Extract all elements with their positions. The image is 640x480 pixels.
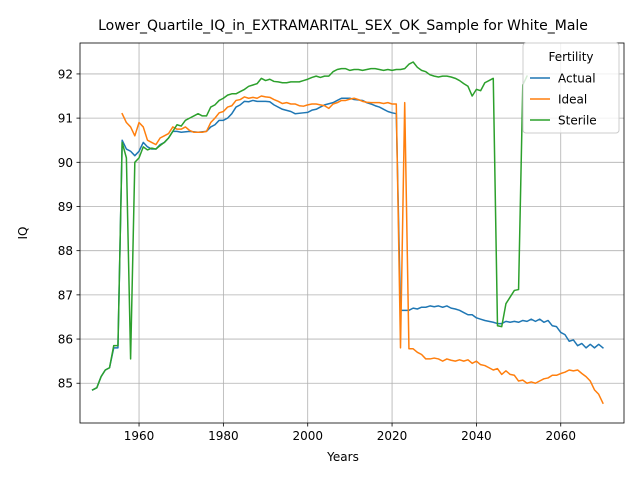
legend-title: Fertility bbox=[548, 50, 593, 64]
legend-entries: Actual Ideal Sterile bbox=[530, 72, 597, 128]
series-lines bbox=[91, 61, 604, 405]
chart-title: Lower_Quartile_IQ_in_EXTRAMARITAL_SEX_OK… bbox=[98, 18, 588, 34]
legend-label-sterile: Sterile bbox=[558, 114, 597, 128]
grid bbox=[80, 43, 624, 423]
y-tick-label: 92 bbox=[58, 67, 73, 81]
axis-ticks: 1960 1980 2000 2020 2040 2060 85 86 87 88 89 90 91 92 bbox=[58, 67, 576, 443]
y-tick-label: 88 bbox=[58, 244, 73, 258]
legend-label-actual: Actual bbox=[558, 72, 596, 86]
series-line-sterile bbox=[91, 61, 529, 391]
y-tick-label: 90 bbox=[58, 156, 73, 170]
y-tick-label: 87 bbox=[58, 288, 73, 302]
legend-label-ideal: Ideal bbox=[558, 93, 587, 107]
plot-frame bbox=[79, 42, 625, 424]
x-tick-label: 2040 bbox=[461, 429, 492, 443]
x-tick-label: 1980 bbox=[208, 429, 239, 443]
x-tick-label: 1960 bbox=[124, 429, 155, 443]
x-tick-label: 2020 bbox=[377, 429, 408, 443]
y-tick-label: 85 bbox=[58, 377, 73, 391]
y-tick-label: 89 bbox=[58, 200, 73, 214]
series-line-ideal bbox=[121, 95, 604, 405]
x-tick-label: 2000 bbox=[292, 429, 323, 443]
y-axis-label: IQ bbox=[16, 227, 30, 240]
legend: Fertility Actual Ideal Sterile bbox=[522, 42, 620, 134]
y-tick-label: 91 bbox=[58, 112, 73, 126]
y-tick-label: 86 bbox=[58, 333, 73, 347]
x-axis-label: Years bbox=[326, 450, 359, 464]
legend-box bbox=[522, 42, 620, 134]
x-tick-label: 2060 bbox=[545, 429, 576, 443]
